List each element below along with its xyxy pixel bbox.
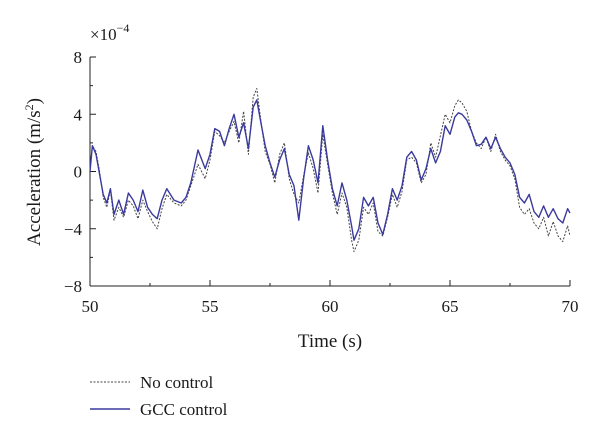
axis-multiplier: ×10−4 xyxy=(90,21,129,44)
axis-multiplier-base: ×10 xyxy=(90,25,117,44)
x-tick-label: 50 xyxy=(82,297,99,316)
series-line-no-control xyxy=(89,88,571,253)
y-axis-label-main: Acceleration (m/s xyxy=(24,110,45,246)
x-tick-label: 65 xyxy=(442,297,459,316)
legend-label-no-control: No control xyxy=(140,373,213,392)
y-tick-label: 8 xyxy=(74,48,83,67)
y-tick-label: 0 xyxy=(74,163,83,182)
legend-label-gcc-control: GCC control xyxy=(140,400,228,419)
x-tick-label: 70 xyxy=(562,297,579,316)
series-line-gcc-control xyxy=(89,99,571,241)
y-tick-label: −8 xyxy=(64,277,82,296)
y-axis-label-superscript: 2 xyxy=(22,104,36,110)
plot-area: −8 −4 0 4 8 50 55 60 65 70 xyxy=(64,48,579,316)
x-axis-ticks: 50 55 60 65 70 xyxy=(82,280,579,316)
y-tick-label: −4 xyxy=(64,220,83,239)
x-tick-label: 55 xyxy=(202,297,219,316)
y-tick-label: 4 xyxy=(74,105,83,124)
y-axis-ticks: −8 −4 0 4 8 xyxy=(64,48,96,296)
axis-multiplier-exponent: −4 xyxy=(117,21,130,35)
x-axis-label: Time (s) xyxy=(298,331,362,352)
legend: No control GCC control xyxy=(90,373,228,419)
y-axis-label: Acceleration (m/s2) xyxy=(22,98,45,246)
x-tick-label: 60 xyxy=(322,297,339,316)
series-layer xyxy=(89,88,571,253)
y-axis-label-end: ) xyxy=(24,98,45,104)
